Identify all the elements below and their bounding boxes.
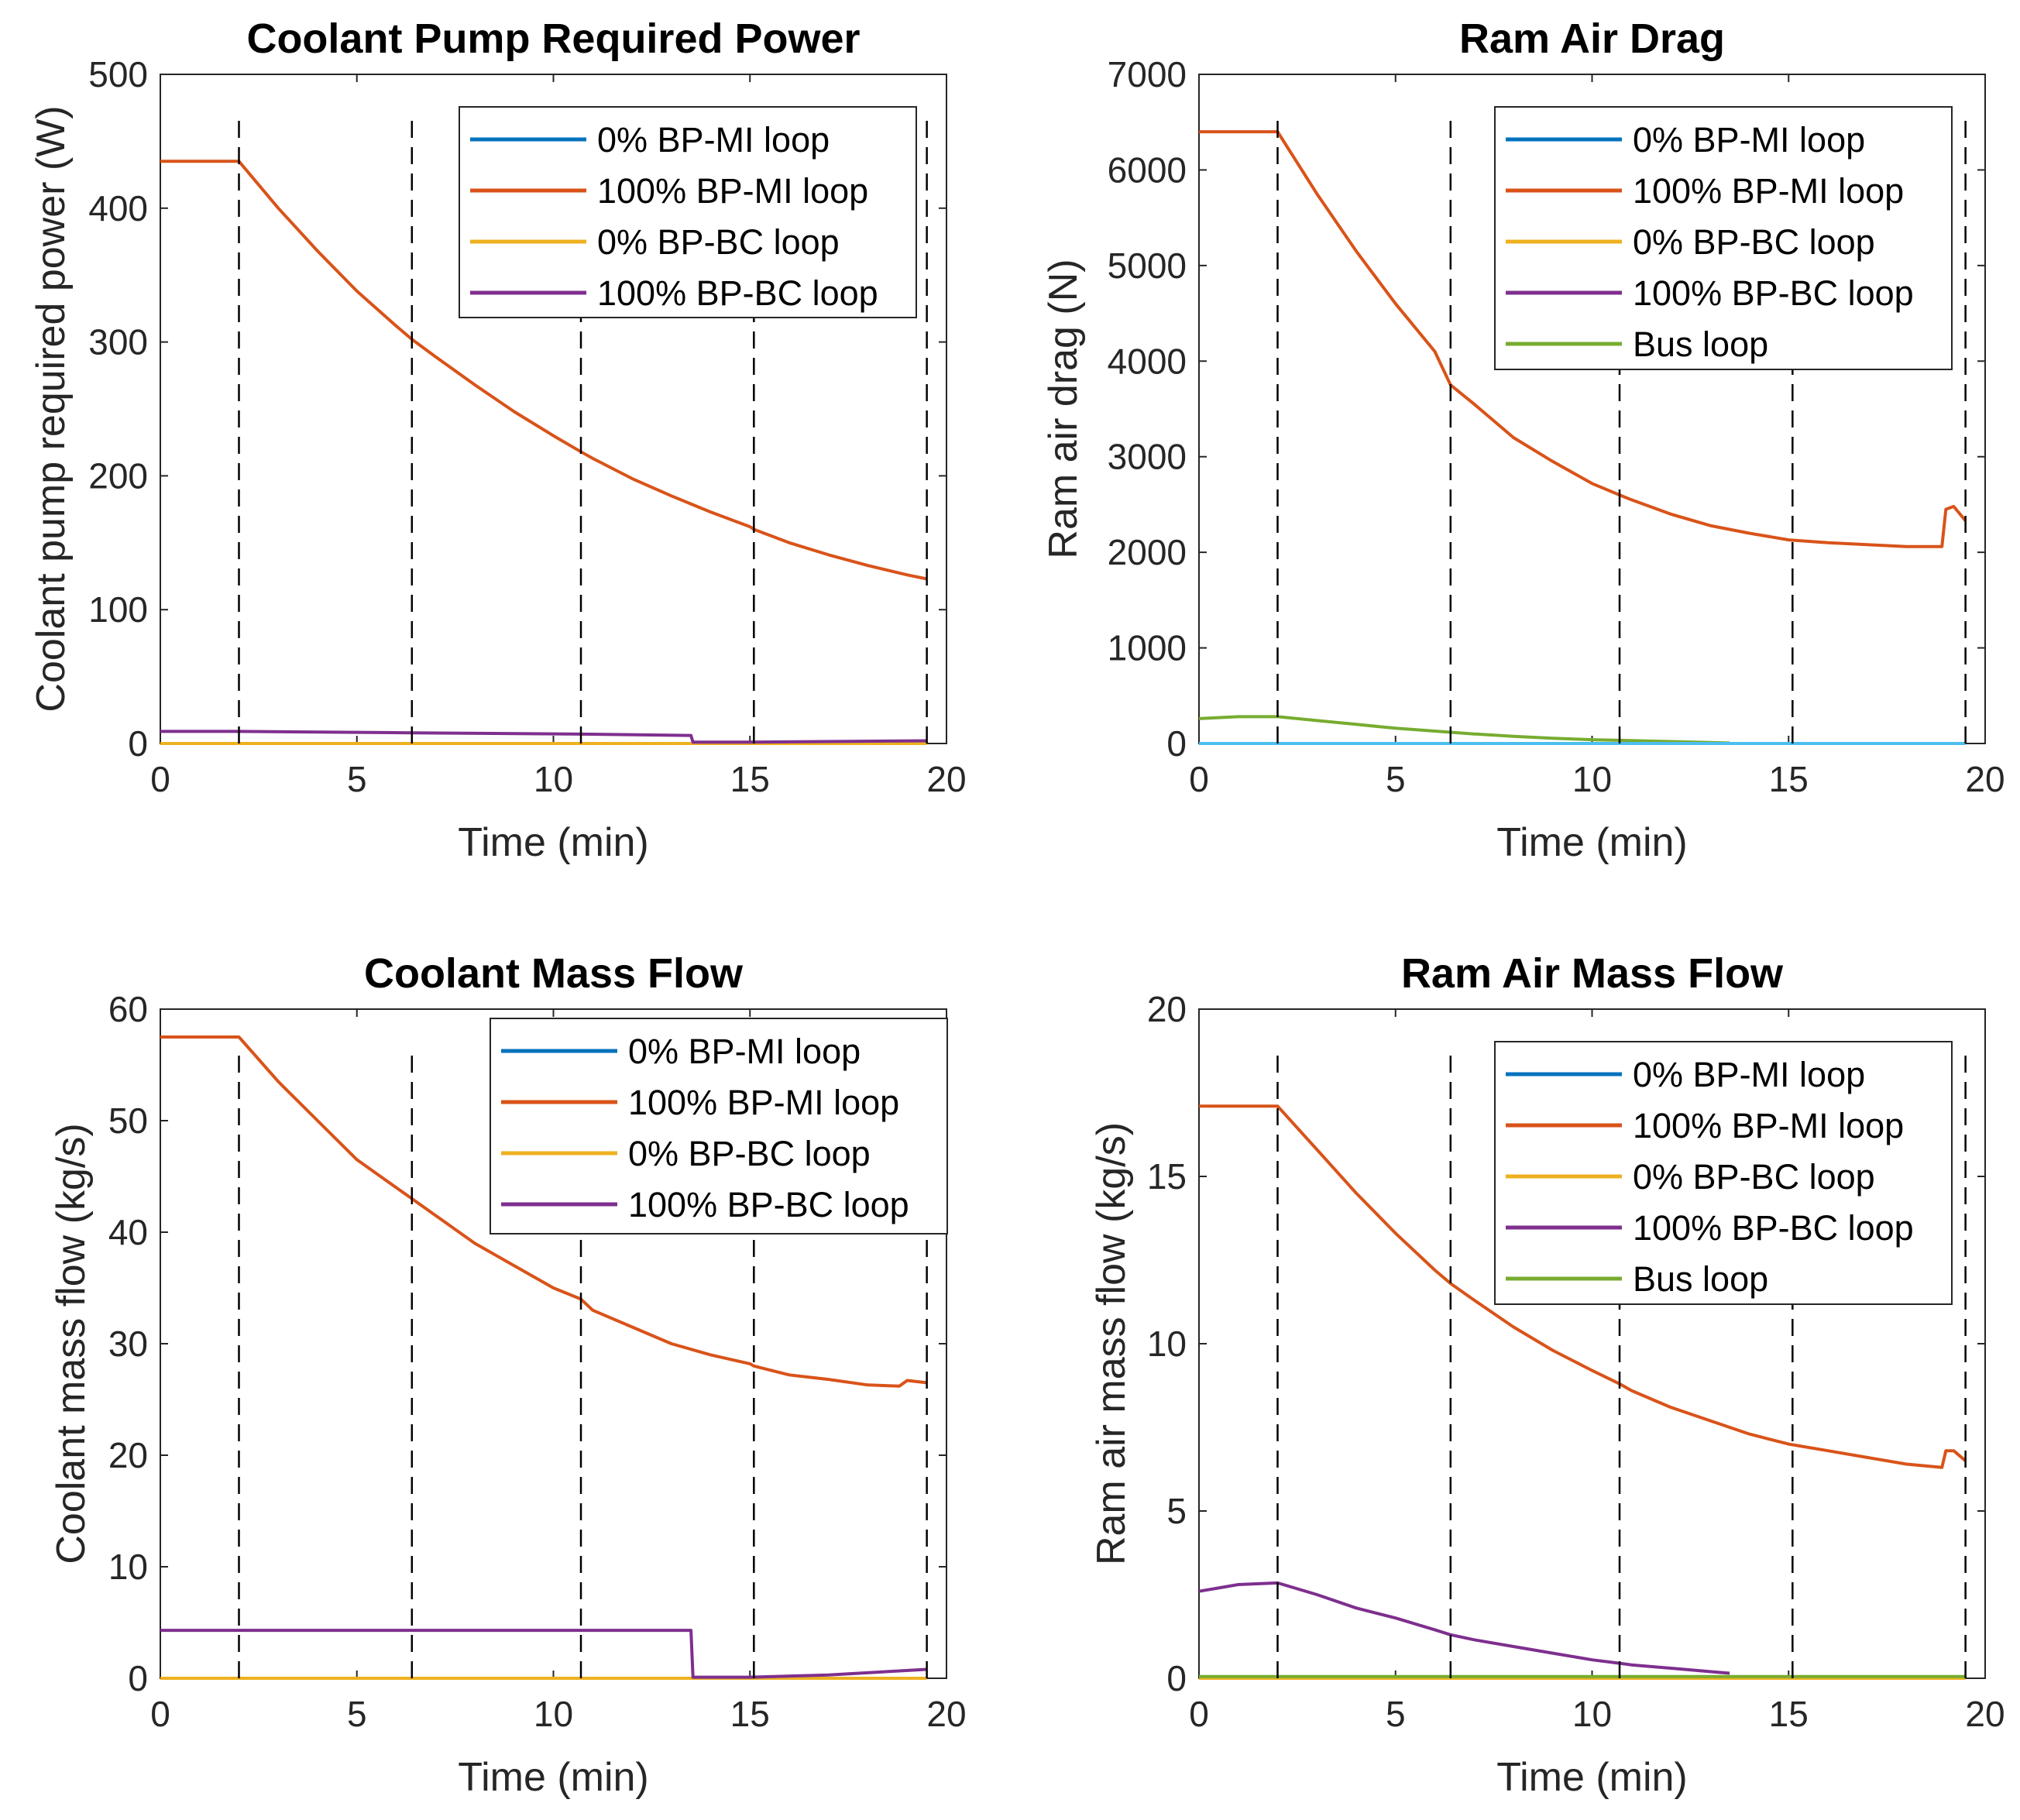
y-tick-label: 2000	[1108, 532, 1187, 572]
chart-panel-4: Ram Air Mass Flow 0 5 10 15 20 0 5 10 15 20 Time (m…	[1089, 950, 2005, 1800]
x-tick-label: 15	[730, 759, 770, 799]
x-tick-label: 20	[926, 759, 966, 799]
series-line-4	[1198, 1581, 1730, 1675]
y-tick-label: 200	[88, 455, 148, 496]
legend-entry: 0% BP-BC loop	[1633, 1157, 1875, 1197]
y-tick-label: 20	[1147, 989, 1187, 1029]
legend-entry: 100% BP-BC loop	[1633, 273, 1914, 313]
y-tick-label: 400	[88, 188, 148, 228]
y-tick-label: 40	[108, 1212, 148, 1252]
x-tick-label: 15	[1769, 759, 1809, 799]
x-tick-label: 20	[1965, 1694, 2005, 1734]
x-tick-label: 10	[1572, 1694, 1612, 1734]
x-tick-label: 10	[1572, 759, 1612, 799]
legend-entry: 0% BP-BC loop	[597, 222, 840, 262]
legend-entry: 0% BP-BC loop	[628, 1134, 871, 1173]
series-line-4	[160, 730, 927, 744]
legend: 0% BP-MI loop 100% BP-MI loop 0% BP-BC loo…	[459, 106, 917, 318]
chart-title: Ram Air Mass Flow	[1401, 950, 1784, 997]
chart-panel-3: Coolant Mass Flow 0 5 10 15 20 0 10 20 30 40 50 60 Ti…	[49, 950, 967, 1800]
series-line-2	[160, 1035, 927, 1388]
y-tick-label: 300	[88, 322, 148, 362]
y-tick-label: 100	[88, 589, 148, 630]
legend-entry: 100% BP-BC loop	[597, 273, 878, 313]
legend-entry: 0% BP-MI loop	[628, 1032, 861, 1071]
series-line-2	[1199, 130, 1967, 548]
x-tick-label: 20	[926, 1694, 966, 1734]
y-tick-label: 4000	[1108, 341, 1187, 381]
y-tick-label: 0	[1166, 1658, 1187, 1698]
y-tick-label: 3000	[1108, 437, 1187, 477]
y-tick-label: 5	[1166, 1491, 1187, 1531]
series-line-2	[1199, 1104, 1967, 1469]
legend-entry: 100% BP-BC loop	[1633, 1208, 1914, 1248]
legend-box	[459, 106, 917, 318]
y-tick-label: 0	[128, 1658, 148, 1698]
series-line-4	[160, 1629, 927, 1679]
legend-entry: 100% BP-MI loop	[597, 171, 868, 211]
chart-panel-2: Ram Air Drag 0 5 10 15 20 0 1000 2000 3000 4000 500…	[1041, 15, 2005, 865]
y-tick-label: 20	[108, 1435, 148, 1475]
y-tick-label: 15	[1147, 1156, 1187, 1197]
legend-box	[1494, 106, 1953, 370]
legend-entry: 100% BP-MI loop	[628, 1083, 899, 1122]
y-axis-label: Ram air mass flow (kg/s)	[1089, 1122, 1134, 1565]
x-tick-label: 5	[1386, 1694, 1406, 1734]
x-axis-label: Time (min)	[1496, 1755, 1688, 1800]
chart-title: Coolant Pump Required Power	[246, 15, 860, 62]
y-tick-label: 30	[108, 1324, 148, 1364]
x-tick-label: 5	[347, 1694, 367, 1734]
chart-title: Coolant Mass Flow	[364, 950, 744, 997]
legend-entry: 0% BP-MI loop	[597, 120, 830, 160]
x-tick-label: 5	[1386, 759, 1406, 799]
x-axis-label: Time (min)	[1496, 820, 1688, 865]
y-tick-label: 50	[108, 1101, 148, 1141]
legend-entry: Bus loop	[1633, 1259, 1768, 1299]
legend-box	[490, 1018, 948, 1235]
y-tick-label: 0	[1166, 723, 1187, 764]
legend-entry: 0% BP-BC loop	[1633, 222, 1875, 262]
y-tick-label: 1000	[1108, 628, 1187, 668]
x-tick-label: 20	[1965, 759, 2005, 799]
legend-entry: 100% BP-BC loop	[628, 1185, 909, 1224]
x-tick-label: 10	[534, 1694, 573, 1734]
legend-entry: 100% BP-MI loop	[1633, 171, 1904, 211]
y-tick-label: 5000	[1108, 246, 1187, 286]
y-tick-label: 0	[128, 723, 148, 764]
legend: 0% BP-MI loop 100% BP-MI loop 0% BP-BC loo…	[490, 1018, 948, 1235]
y-tick-label: 6000	[1108, 149, 1187, 190]
legend: 0% BP-MI loop 100% BP-MI loop 0% BP-BC loo…	[1494, 1041, 1953, 1305]
x-axis-label: Time (min)	[458, 1755, 649, 1800]
y-axis-label: Coolant mass flow (kg/s)	[49, 1123, 94, 1564]
chart-title: Ram Air Drag	[1459, 15, 1725, 62]
y-axis-label: Coolant pump required power (W)	[29, 105, 74, 712]
y-axis-label: Ram air drag (N)	[1041, 259, 1086, 558]
y-tick-label: 7000	[1108, 54, 1187, 94]
y-tick-label: 10	[1147, 1324, 1187, 1364]
x-tick-label: 5	[347, 759, 367, 799]
series-line-5	[1198, 715, 1730, 745]
legend-entry: 0% BP-MI loop	[1633, 1055, 1865, 1094]
x-tick-label: 15	[1769, 1694, 1809, 1734]
x-tick-label: 10	[534, 759, 573, 799]
y-tick-label: 10	[108, 1547, 148, 1587]
legend-entry: 0% BP-MI loop	[1633, 120, 1865, 160]
legend: 0% BP-MI loop 100% BP-MI loop 0% BP-BC loo…	[1494, 106, 1953, 370]
x-tick-label: 0	[150, 759, 170, 799]
y-tick-label: 500	[88, 54, 148, 94]
legend-box	[1494, 1041, 1953, 1305]
x-tick-label: 0	[1189, 759, 1209, 799]
x-tick-label: 15	[730, 1694, 770, 1734]
legend-entry: 100% BP-MI loop	[1633, 1106, 1904, 1145]
y-tick-label: 60	[108, 989, 148, 1029]
x-axis-label: Time (min)	[458, 820, 649, 865]
legend-entry: Bus loop	[1633, 325, 1768, 364]
x-tick-label: 0	[150, 1694, 170, 1734]
x-tick-label: 0	[1189, 1694, 1209, 1734]
